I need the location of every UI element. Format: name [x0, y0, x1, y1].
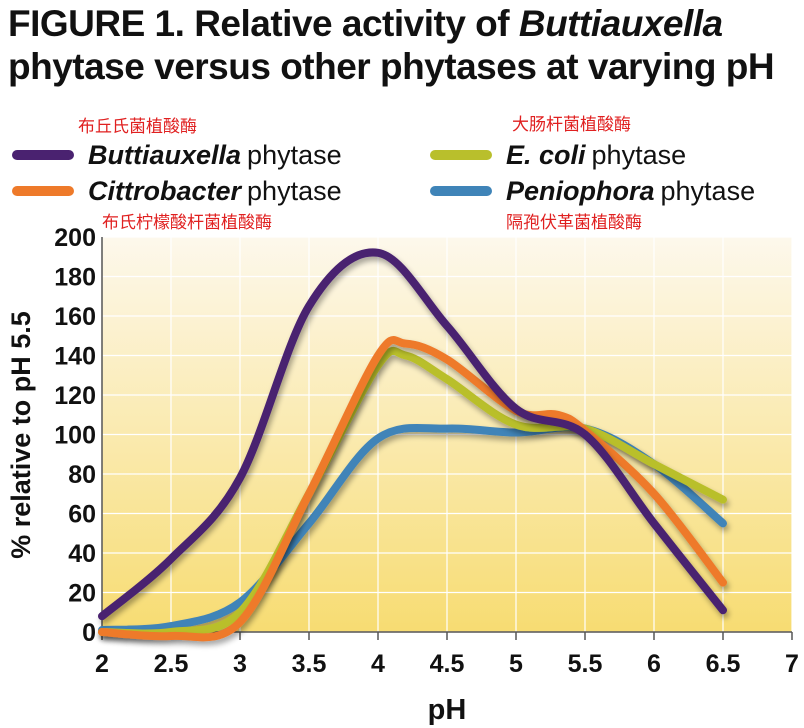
series-line-buttiauxella: [98, 248, 727, 621]
series-line-e.: [98, 347, 727, 638]
annotation-ecoli-cn: 大肠杆菌植酸酶: [512, 115, 631, 135]
y-tick-label: 40: [68, 540, 96, 568]
series-line-cittrobacter: [98, 336, 727, 642]
legend-italic: Buttiauxella: [88, 139, 242, 170]
title-line1-italic: Buttiauxella: [518, 3, 723, 44]
x-tick-label: 4: [371, 650, 385, 678]
x-tick-label: 2: [95, 650, 109, 678]
y-tick-label: 0: [82, 619, 96, 647]
x-tick-label: 3.5: [292, 650, 327, 678]
legend-text: phytase: [247, 139, 342, 170]
y-tick-label: 20: [68, 580, 96, 608]
legend-italic: E. coli: [506, 139, 586, 170]
x-tick-label: 4.5: [430, 650, 465, 678]
figure-title: FIGURE 1. Relative activity of Buttiauxe…: [8, 2, 798, 88]
y-tick-label: 180: [54, 264, 96, 292]
y-axis-label: % relative to pH 5.5: [6, 311, 36, 559]
series-group: [98, 248, 727, 642]
legend-italic: Peniophora: [506, 175, 655, 206]
annotation-peniophora-cn: 隔孢伏革菌植酸酶: [506, 213, 642, 233]
tick-labels: 0 20 40 60 80 100 120 140 160 180 200 2 2.5 3 3.5 4 4.5 5…: [54, 224, 799, 678]
y-tick-label: 100: [54, 422, 96, 450]
legend-text: phytase: [591, 139, 687, 170]
legend-item-ecoli: E. coli phytase: [430, 138, 686, 172]
y-tick-label: 120: [54, 382, 96, 410]
y-tick-label: 140: [54, 343, 96, 371]
legend-swatch: [12, 150, 74, 160]
y-tick-label: 60: [68, 501, 96, 529]
x-tick-label: 6: [647, 650, 661, 678]
y-tick-label: 80: [68, 461, 96, 489]
title-line2: phytase versus other phytases at varying…: [8, 46, 775, 87]
x-tick-label: 6.5: [706, 650, 741, 678]
x-axis-label: pH: [428, 694, 467, 726]
legend-text: phytase: [247, 175, 342, 206]
legend-swatch: [430, 186, 492, 196]
x-tick-label: 3: [233, 650, 247, 678]
x-tick-label: 5.5: [568, 650, 603, 678]
legend-item-citrobacter: Cittrobacter phytase: [12, 174, 342, 208]
x-tick-label: 2.5: [154, 650, 189, 678]
y-tick-label: 160: [54, 303, 96, 331]
x-tick-label: 5: [509, 650, 523, 678]
legend-swatch: [12, 186, 74, 196]
title-line1-prefix: FIGURE 1. Relative activity of: [8, 3, 519, 44]
annotation-buttiauxella-cn: 布丘氏菌植酸酶: [78, 117, 197, 137]
legend-item-buttiauxella: Buttiauxella phytase: [12, 138, 342, 172]
legend-swatch: [430, 150, 492, 160]
x-tick-label: 7: [785, 650, 799, 678]
annotation-citrobacter-cn: 布氏柠檬酸杆菌植酸酶: [102, 213, 272, 233]
legend-item-peniophora: Peniophora phytase: [430, 174, 755, 208]
legend-text: phytase: [660, 175, 756, 206]
y-tick-label: 200: [54, 224, 96, 252]
legend-italic: Cittrobacter: [88, 175, 242, 206]
